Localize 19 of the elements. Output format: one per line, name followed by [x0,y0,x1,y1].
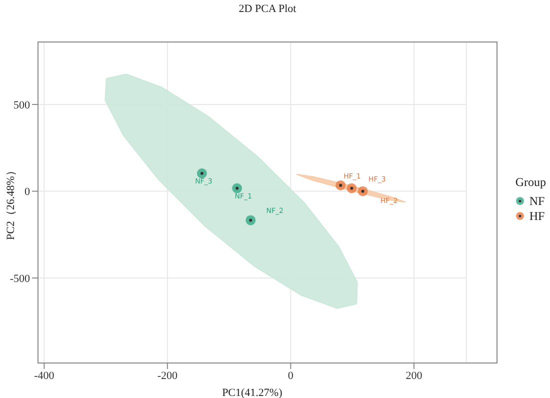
legend-label: NF [529,194,545,208]
x-tick-label: 0 [288,370,294,382]
x-tick-label: 200 [406,370,423,382]
y-axis-title: PC2（26.48%） [4,165,17,240]
y-tick-label: -500 [10,272,30,285]
chart-title: 2D PCA Plot [238,3,298,15]
point [346,183,357,194]
y-tick-label: 500 [14,99,30,112]
y-tick-label: 0 [24,186,30,198]
x-axis-title: PC1(41.27%) [222,387,283,398]
x-tick-label: -400 [34,370,55,382]
legend-label: HF [529,208,545,224]
point [336,180,346,190]
point [232,183,242,194]
x-tick-label: -200 [157,370,178,382]
point [196,168,207,178]
legend-title: Group [515,174,546,190]
point [358,186,368,196]
point [246,215,256,226]
